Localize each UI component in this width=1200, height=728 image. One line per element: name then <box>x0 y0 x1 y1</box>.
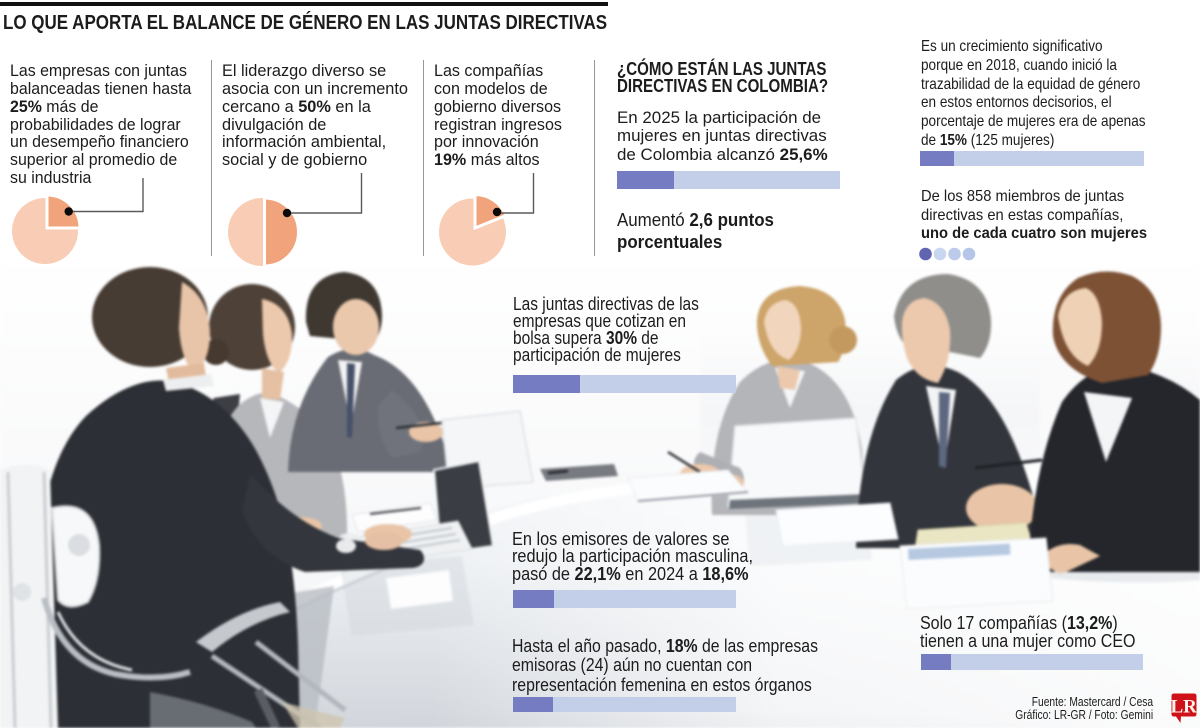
svg-text:LR: LR <box>1171 697 1197 718</box>
